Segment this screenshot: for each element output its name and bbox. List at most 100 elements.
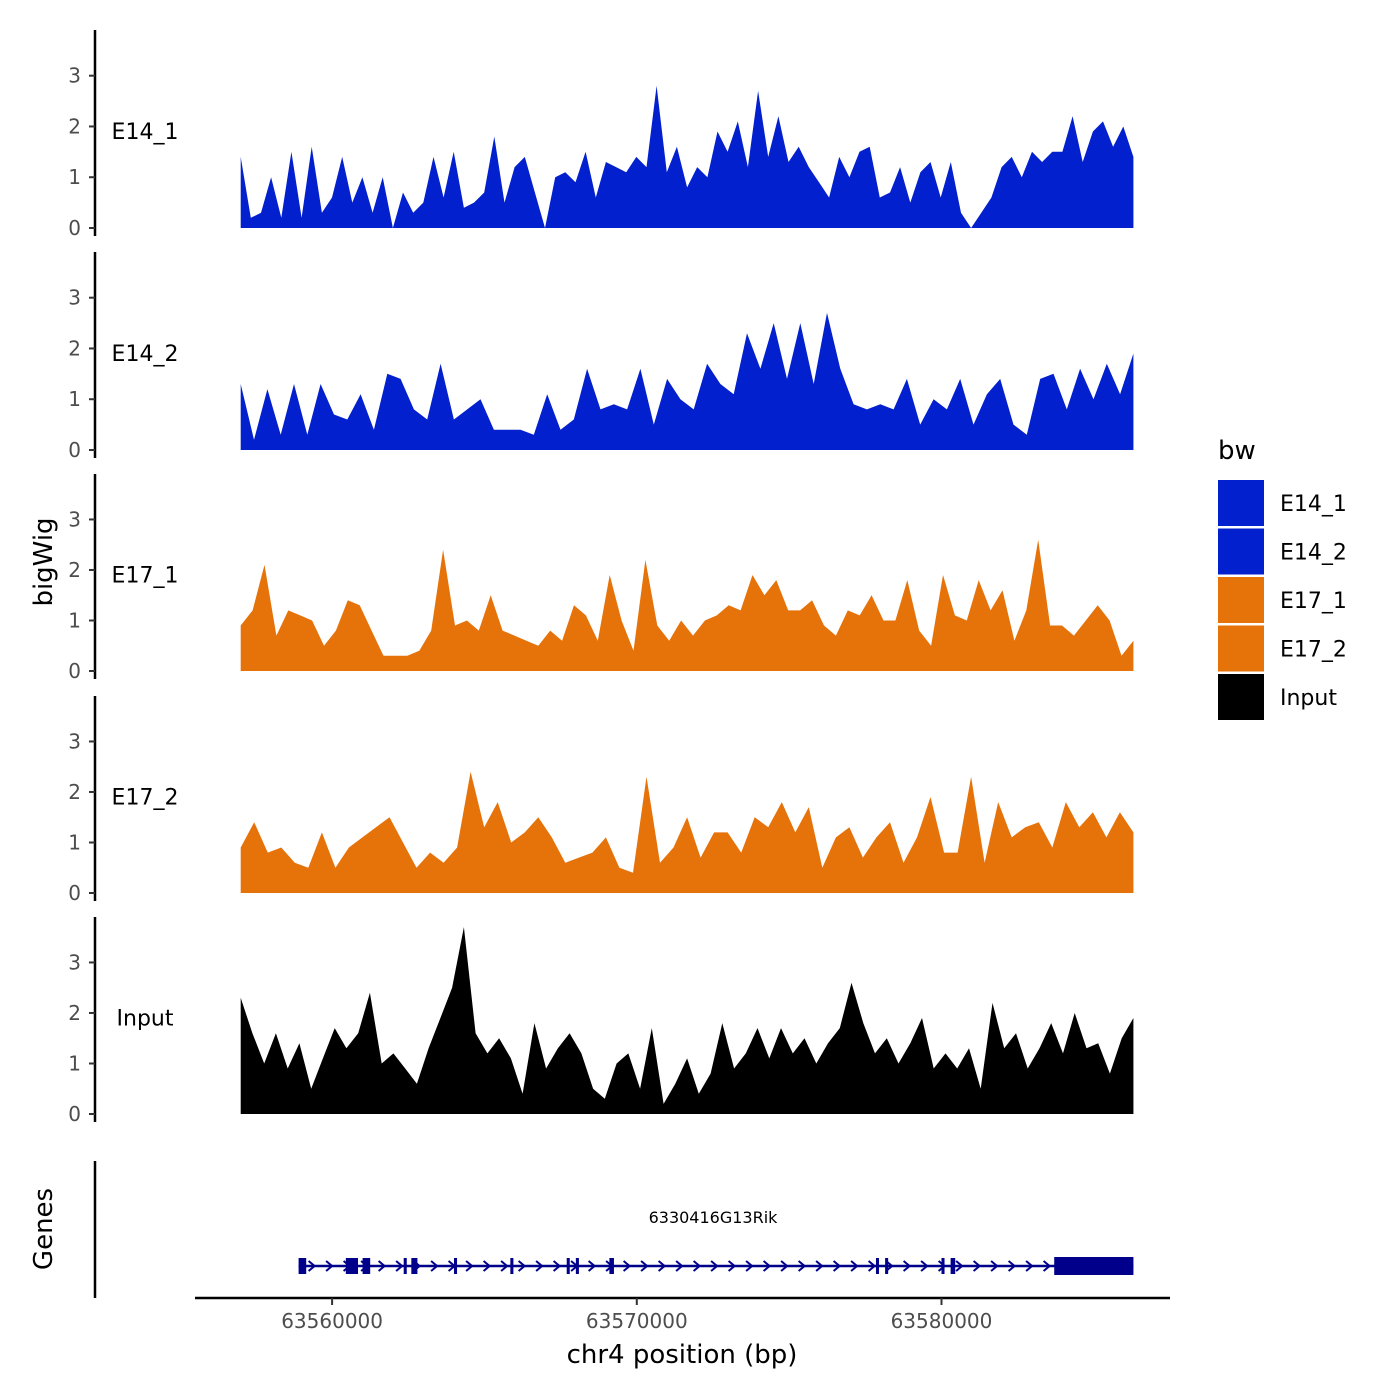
coverage-area-E17_1 (240, 539, 1134, 671)
strand-arrow (395, 1260, 404, 1272)
legend-label-E17_2: E17_2 (1280, 638, 1347, 663)
y-tick-label: 0 (68, 1102, 81, 1126)
strand-arrow (1042, 1260, 1052, 1272)
x-tick-label: 63570000 (586, 1309, 688, 1333)
gene-exon (411, 1258, 418, 1274)
genes-panel: Genes 6330416G13Rik (29, 1161, 1134, 1298)
x-tick-label: 63580000 (891, 1309, 993, 1333)
gene-name-label: 6330416G13Rik (649, 1208, 779, 1227)
gene-exon (298, 1258, 307, 1274)
strand-arrow (972, 1260, 982, 1272)
strand-arrow (1007, 1260, 1017, 1272)
gene-exon (453, 1258, 458, 1274)
strand-arrow (780, 1260, 789, 1272)
legend-title: bw (1218, 436, 1256, 466)
strand-arrow (850, 1260, 859, 1272)
y-tick-label: 2 (68, 336, 81, 360)
strand-arrow (815, 1260, 824, 1272)
legend-swatch-E14_2 (1218, 528, 1264, 575)
track-label-E17_1: E17_1 (112, 563, 179, 588)
legend-label-E17_1: E17_1 (1280, 589, 1347, 614)
strand-arrow (482, 1260, 492, 1272)
legend-swatch-Input (1218, 674, 1264, 720)
gene-exon (403, 1258, 407, 1274)
coverage-area-E17_2 (240, 771, 1134, 893)
legend-swatch-E17_2 (1218, 625, 1264, 672)
x-axis-title: chr4 position (bp) (567, 1340, 798, 1370)
y-tick-label: 1 (68, 608, 81, 632)
y-tick-label: 0 (68, 216, 81, 240)
gene-exon (345, 1258, 359, 1274)
strand-arrow (797, 1260, 807, 1272)
y-tick-label: 3 (68, 286, 81, 310)
track-E17_2: 0 1 2 3 E17_2 (68, 696, 1134, 905)
legend-label-E14_1: E14_1 (1280, 492, 1347, 517)
legend: bw E14_1 E14_2 E17_1 E17_2 Input (1218, 436, 1347, 720)
track-label-E14_2: E14_2 (112, 342, 179, 367)
strand-arrow (710, 1260, 719, 1272)
y-tick-label: 1 (68, 830, 81, 854)
y-tick-label: 1 (68, 165, 81, 189)
strand-arrow (762, 1260, 772, 1272)
strand-arrow (937, 1260, 947, 1272)
gene-exon (575, 1258, 579, 1274)
y-tick-label: 1 (68, 1051, 81, 1075)
x-axis: 63560000 63570000 63580000 (195, 1296, 1170, 1333)
gene-exon (950, 1258, 956, 1274)
strand-arrow (500, 1260, 509, 1272)
y-tick-label: 0 (68, 659, 81, 683)
track-E14_1: 0 1 2 3 E14_1 (68, 30, 1134, 240)
gene-exon (510, 1258, 514, 1274)
strand-arrow (430, 1260, 439, 1272)
legend-label-E14_2: E14_2 (1280, 541, 1347, 566)
y-tick-label: 1 (68, 387, 81, 411)
coverage-area-E14_1 (240, 85, 1134, 228)
strand-arrow (535, 1260, 544, 1272)
strand-arrow (990, 1260, 999, 1272)
legend-swatch-E14_1 (1218, 480, 1264, 526)
track-label-E14_1: E14_1 (112, 120, 179, 145)
legend-swatch-E17_1 (1218, 577, 1264, 623)
y-tick-label: 2 (68, 1001, 81, 1025)
strand-arrow (692, 1260, 702, 1272)
track-E14_2: 0 1 2 3 E14_2 (68, 252, 1134, 462)
track-E17_1: 0 1 2 3 E17_1 (68, 474, 1134, 683)
strand-arrow (902, 1260, 912, 1272)
gene-model (298, 1257, 1134, 1275)
gene-exon (885, 1258, 889, 1274)
y-tick-label: 3 (68, 729, 81, 753)
strand-arrow (587, 1260, 597, 1272)
y-tick-label: 2 (68, 780, 81, 804)
y-tick-label: 2 (68, 114, 81, 138)
strand-arrow (745, 1260, 754, 1272)
gene-exon (566, 1258, 570, 1274)
strand-arrow (517, 1260, 527, 1272)
y-tick-label: 0 (68, 881, 81, 905)
strand-arrow (640, 1260, 649, 1272)
strand-arrow (832, 1260, 842, 1272)
strand-arrow (657, 1260, 667, 1272)
y-tick-label: 0 (68, 438, 81, 462)
track-label-E17_2: E17_2 (112, 785, 179, 810)
x-tick-label: 63560000 (281, 1309, 383, 1333)
gene-exon (1054, 1257, 1134, 1275)
y-tick-label: 2 (68, 558, 81, 582)
gene-exon (362, 1258, 371, 1274)
y-tick-label: 3 (68, 507, 81, 531)
strand-arrow (955, 1260, 964, 1272)
genes-axis-title: Genes (29, 1188, 59, 1270)
gene-exon (941, 1258, 945, 1274)
track-Input: 0 1 2 3 Input (68, 917, 1134, 1126)
strand-arrow (1025, 1260, 1034, 1272)
gene-exon (609, 1258, 614, 1274)
strand-arrow (377, 1260, 387, 1272)
bigwig-tracks: 0 1 2 3 E14_1 0 1 2 3 E14_2 0 1 2 3 E17_1 0 1 2 3 E17_2 0 1 2 3… (68, 30, 1134, 1126)
strand-arrow (867, 1260, 877, 1272)
strand-arrow (465, 1260, 474, 1272)
coverage-area-Input (240, 927, 1134, 1114)
strand-arrow (727, 1260, 737, 1272)
y-tick-label: 3 (68, 64, 81, 88)
coverage-area-E14_2 (240, 312, 1134, 450)
strand-arrow (552, 1260, 562, 1272)
